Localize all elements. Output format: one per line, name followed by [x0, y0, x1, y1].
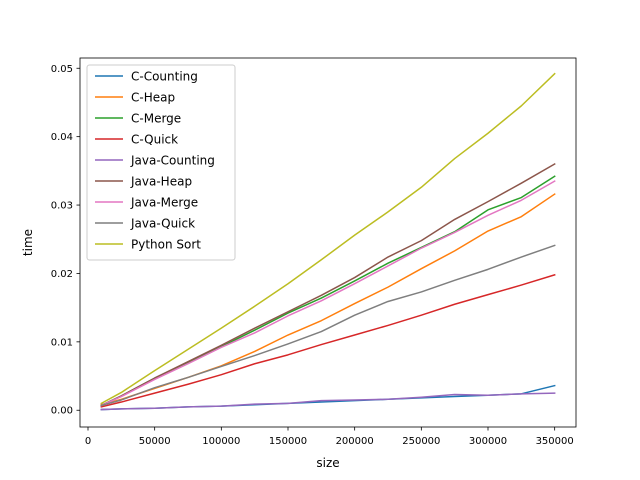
legend-entry-label: C-Merge — [131, 112, 181, 126]
legend-entry-label: C-Heap — [131, 91, 175, 105]
y-tick-label: 0.04 — [51, 132, 73, 143]
series-line-java-merge — [100, 180, 556, 407]
y-axis: 0.00 0.01 0.02 0.03 0.04 0.05 — [51, 64, 80, 417]
series-line-java-heap — [100, 162, 556, 407]
series-line-python-sort — [100, 72, 556, 405]
x-tick-label: 350000 — [536, 436, 574, 447]
x-tick-label: 300000 — [469, 436, 507, 447]
x-tick-label: 50000 — [139, 436, 171, 447]
legend-entry-label: Java-Counting — [130, 154, 215, 168]
legend-entry-label: Python Sort — [131, 238, 201, 252]
series-line-java-counting — [100, 392, 556, 411]
series-layer — [100, 72, 556, 411]
x-tick-label: 200000 — [336, 436, 374, 447]
plot-area-frame — [79, 57, 577, 428]
legend-entry-label: C-Quick — [131, 133, 178, 147]
series-line-java-quick — [100, 244, 556, 407]
y-tick-label: 0.02 — [51, 269, 73, 280]
x-tick-label: 0 — [85, 436, 91, 447]
series-line-c-quick — [100, 273, 556, 408]
y-tick-label: 0.00 — [51, 406, 73, 417]
legend-entry-label: Java-Merge — [130, 196, 198, 210]
y-tick-label: 0.05 — [51, 64, 73, 75]
x-axis-label: size — [316, 456, 339, 470]
legend-entry-label: Java-Quick — [130, 217, 195, 231]
legend-box — [86, 64, 236, 261]
legend: C-Counting C-Heap C-Merge C-Quick Java-Count… — [86, 64, 236, 261]
x-tick-label: 250000 — [402, 436, 440, 447]
y-tick-label: 0.01 — [51, 337, 73, 348]
x-tick-label: 150000 — [269, 436, 307, 447]
y-tick-label: 0.03 — [51, 201, 73, 212]
legend-entry-label: Java-Heap — [130, 175, 192, 189]
x-tick-label: 100000 — [202, 436, 240, 447]
y-axis-label: time — [21, 229, 35, 256]
x-axis: 0 50000 100000 150000 200000 250000 300000 3500… — [85, 427, 574, 447]
legend-entry-label: C-Counting — [131, 70, 198, 84]
